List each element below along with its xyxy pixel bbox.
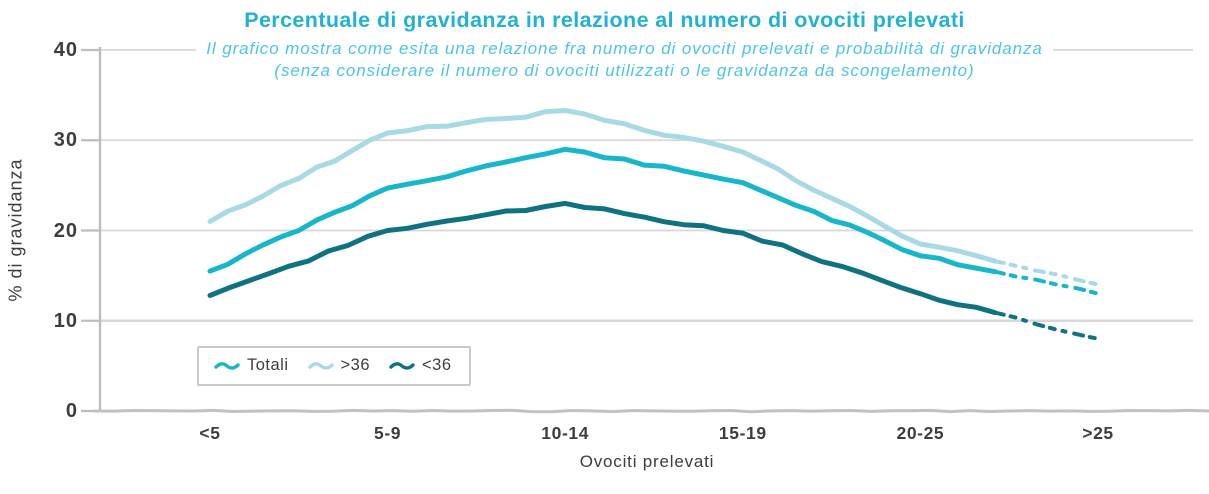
x-tick-label-2: 10-14 bbox=[541, 423, 590, 443]
legend: Totali >36 <36 bbox=[197, 346, 471, 386]
legend-label: <36 bbox=[422, 356, 452, 374]
legend-item-lt36[interactable]: <36 bbox=[389, 356, 452, 375]
legend-label: Totali bbox=[247, 356, 289, 374]
x-axis-line bbox=[93, 408, 1209, 414]
y-tick-label-30: 30 bbox=[53, 129, 78, 152]
legend-item-gt36[interactable]: >36 bbox=[307, 356, 371, 375]
y-tick-label-40: 40 bbox=[53, 39, 78, 61]
series-line-totali bbox=[207, 146, 998, 275]
chart-subtitle-row2: (senza considerare il numero di ovociti … bbox=[40, 61, 1209, 81]
chart-subtitle-line1: Il grafico mostra come esita una relazio… bbox=[196, 39, 1053, 59]
x-tick-label-4: 20-25 bbox=[896, 423, 945, 443]
x-tick-label-0: <5 bbox=[199, 423, 221, 443]
legend-line-marker-icon bbox=[307, 361, 334, 370]
y-tick-label-0: 0 bbox=[65, 400, 78, 422]
series-line-totali-dashed-tail bbox=[993, 269, 1100, 296]
chart-title: Percentuale di gravidanza in relazione a… bbox=[244, 8, 965, 32]
series-line-lt36-dashed-tail bbox=[993, 310, 1100, 341]
y-tick-label-20: 20 bbox=[53, 219, 78, 242]
chart-subtitle-line2: (senza considerare il numero di ovociti … bbox=[264, 61, 985, 81]
x-tick-label-1: 5-9 bbox=[374, 423, 402, 443]
legend-item-totali[interactable]: Totali bbox=[214, 356, 289, 375]
x-tick-label-3: 15-19 bbox=[718, 423, 767, 443]
series-line-gt36-dashed-tail bbox=[993, 259, 1100, 287]
y-axis-title: % di gravidanza bbox=[5, 158, 26, 302]
y-tick-label-10: 10 bbox=[53, 309, 78, 332]
x-axis-title: Ovociti prelevati bbox=[579, 452, 715, 471]
x-tick-label-5: >25 bbox=[1082, 423, 1114, 443]
series-line-gt36 bbox=[207, 108, 998, 264]
series-line-lt36 bbox=[207, 200, 998, 316]
chart-subtitle-row1: Il grafico mostra come esita una relazio… bbox=[40, 39, 1209, 59]
legend-line-marker-icon bbox=[389, 361, 415, 370]
legend-label: >36 bbox=[340, 356, 371, 374]
legend-line-marker-icon bbox=[214, 361, 240, 370]
